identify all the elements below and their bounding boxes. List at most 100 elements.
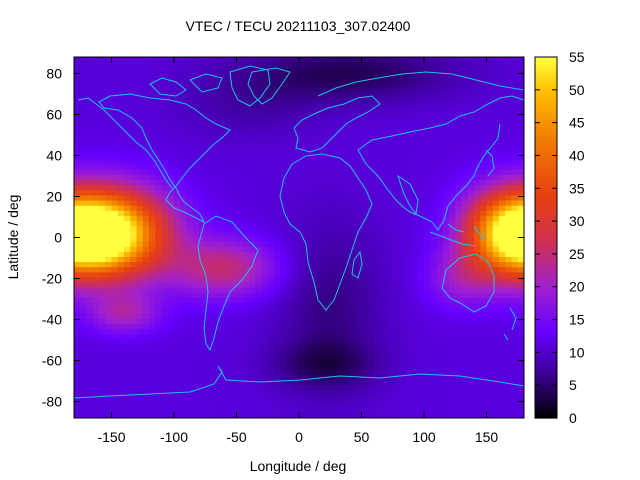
heatmap-cell	[411, 113, 419, 120]
heatmap-cell	[492, 215, 500, 222]
heatmap-cell	[436, 308, 444, 314]
heatmap-cell	[430, 174, 438, 181]
heatmap-cell	[249, 410, 256, 417]
heatmap-cell	[217, 92, 225, 99]
heatmap-cell	[205, 82, 213, 89]
heatmap-cell	[361, 98, 369, 104]
heatmap-cell	[86, 287, 94, 294]
heatmap-cell	[492, 210, 500, 217]
heatmap-cell	[374, 256, 381, 263]
heatmap-cell	[499, 205, 506, 212]
heatmap-cell	[305, 77, 313, 84]
heatmap-cell	[449, 256, 456, 263]
heatmap-cell	[249, 395, 256, 402]
heatmap-cell	[324, 103, 331, 109]
heatmap-cell	[117, 231, 125, 238]
heatmap-cell	[205, 318, 213, 325]
heatmap-cell	[211, 221, 219, 227]
heatmap-cell	[411, 390, 419, 397]
heatmap-cell	[461, 128, 469, 135]
heatmap-cell	[92, 128, 100, 135]
heatmap-cell	[405, 246, 413, 253]
heatmap-cell	[124, 108, 131, 115]
heatmap-cell	[155, 282, 163, 289]
heatmap-cell	[80, 226, 88, 232]
heatmap-cell	[311, 395, 319, 402]
heatmap-cell	[136, 133, 144, 140]
heatmap-cell	[374, 154, 381, 161]
heatmap-cell	[342, 128, 350, 135]
heatmap-cell	[305, 298, 313, 304]
heatmap-cell	[255, 226, 263, 232]
heatmap-cell	[274, 133, 281, 140]
heatmap-cell	[111, 246, 119, 253]
heatmap-cell	[261, 374, 269, 381]
heatmap-cell	[149, 215, 156, 222]
heatmap-cell	[192, 200, 200, 207]
heatmap-cell	[461, 390, 469, 397]
heatmap-cell	[236, 287, 244, 294]
heatmap-cell	[74, 164, 81, 171]
heatmap-cell	[417, 374, 425, 381]
heatmap-cell	[80, 128, 88, 135]
heatmap-cell	[305, 318, 313, 325]
heatmap-cell	[355, 385, 363, 391]
heatmap-cell	[105, 57, 113, 63]
heatmap-cell	[180, 231, 188, 238]
heatmap-cell	[330, 190, 338, 197]
heatmap-cell	[111, 236, 119, 243]
heatmap-cell	[242, 251, 250, 258]
heatmap-cell	[486, 395, 494, 402]
heatmap-cell	[142, 154, 150, 161]
heatmap-cell	[74, 169, 81, 176]
heatmap-cell	[342, 333, 350, 340]
heatmap-cell	[324, 108, 331, 115]
heatmap-cell	[155, 410, 163, 417]
heatmap-cell	[205, 246, 213, 253]
heatmap-cell	[399, 267, 406, 273]
heatmap-cell	[167, 190, 175, 197]
heatmap-cell	[442, 62, 450, 68]
heatmap-cell	[236, 67, 244, 73]
heatmap-cell	[99, 77, 106, 84]
heatmap-cell	[105, 185, 113, 191]
heatmap-cell	[442, 215, 450, 222]
heatmap-cell	[174, 180, 181, 186]
heatmap-cell	[224, 405, 231, 412]
heatmap-cell	[486, 67, 494, 73]
heatmap-cell	[99, 308, 106, 314]
heatmap-cell	[511, 246, 519, 253]
heatmap-cell	[242, 57, 250, 63]
heatmap-cell	[361, 303, 369, 309]
heatmap-cell	[492, 118, 500, 125]
heatmap-cell	[317, 318, 325, 325]
heatmap-cell	[411, 374, 419, 381]
heatmap-cell	[330, 180, 338, 186]
heatmap-cell	[99, 410, 106, 417]
heatmap-cell	[130, 318, 138, 325]
heatmap-cell	[449, 328, 456, 335]
heatmap-cell	[492, 313, 500, 320]
heatmap-cell	[86, 174, 94, 181]
heatmap-cell	[230, 241, 238, 248]
heatmap-cell	[405, 87, 413, 94]
heatmap-cell	[111, 77, 119, 84]
heatmap-cell	[342, 400, 350, 407]
heatmap-cell	[111, 123, 119, 130]
heatmap-cell	[136, 256, 144, 263]
heatmap-cell	[111, 103, 119, 109]
heatmap-cell	[486, 333, 494, 340]
heatmap-cell	[380, 364, 388, 371]
heatmap-cell	[299, 231, 306, 238]
heatmap-cell	[217, 251, 225, 258]
heatmap-cell	[267, 272, 275, 279]
heatmap-cell	[199, 200, 206, 207]
heatmap-cell	[355, 380, 363, 386]
heatmap-cell	[186, 390, 194, 397]
heatmap-cell	[286, 87, 294, 94]
heatmap-cell	[480, 118, 488, 125]
heatmap-cell	[142, 205, 150, 212]
heatmap-cell	[380, 339, 388, 345]
heatmap-cell	[424, 123, 431, 130]
heatmap-cell	[117, 380, 125, 386]
